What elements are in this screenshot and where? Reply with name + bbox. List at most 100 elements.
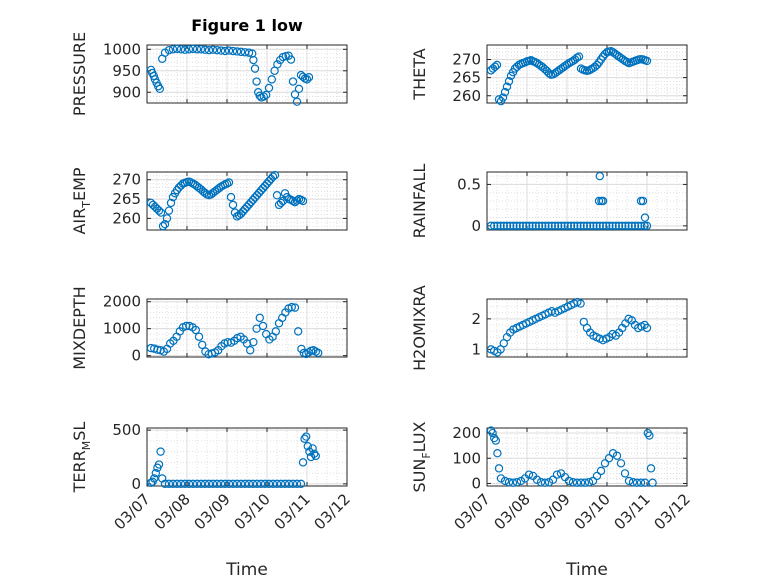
data-point: [504, 77, 514, 86]
data-point: [552, 470, 562, 479]
x-tick-label: 03/09: [191, 490, 234, 533]
data-point: [303, 442, 312, 451]
data-point: [493, 449, 502, 458]
data-point: [620, 469, 630, 478]
data-point: [572, 478, 582, 487]
y-tick-label: 900: [112, 83, 141, 101]
data-point: [298, 196, 308, 206]
data-point: [544, 221, 553, 231]
data-point: [550, 221, 560, 231]
data-point: [226, 192, 236, 202]
data-point: [522, 221, 531, 231]
y-axis-label: MIXDEPTH: [70, 286, 89, 369]
data-point: [304, 73, 314, 82]
data-point: [642, 221, 652, 231]
x-tick-label: 03/10: [231, 490, 274, 533]
axes-background: [486, 427, 688, 487]
data-point: [584, 478, 594, 487]
y-tick-label: 260: [452, 87, 481, 105]
data-point: [154, 460, 164, 469]
data-point: [544, 69, 554, 78]
data-point: [188, 44, 198, 54]
data-point: [180, 45, 190, 54]
x-tick-label: 03/11: [611, 490, 654, 533]
data-point: [554, 221, 563, 231]
data-point: [255, 313, 264, 323]
data-point: [534, 221, 544, 231]
y-axis-label-main: AIR: [70, 208, 89, 235]
data-point: [515, 221, 525, 231]
y-axis-label: H2OMIXRA: [410, 285, 429, 371]
data-point: [248, 479, 258, 489]
y-axis-label-main: TERR: [70, 450, 89, 493]
data-point: [570, 221, 579, 231]
rainfall-subplot: 0 0.5 RAINFALL: [410, 164, 688, 239]
axes-frame: [486, 44, 688, 104]
y-axis-label: PRESSURE: [70, 32, 89, 116]
data-point: [156, 447, 165, 456]
data-point: [268, 479, 278, 489]
data-point: [200, 479, 210, 489]
data-point: [192, 479, 202, 489]
data-point: [642, 323, 652, 333]
data-point: [228, 46, 238, 56]
data-point: [264, 479, 274, 489]
data-point: [247, 49, 257, 58]
data-point: [491, 436, 500, 445]
data-point: [621, 221, 630, 231]
data-point: [595, 221, 605, 231]
data-point: [314, 348, 323, 358]
x-tick-label: 03/09: [531, 490, 574, 533]
data-point: [194, 332, 204, 341]
data-point: [156, 208, 166, 217]
data-point: [611, 221, 621, 231]
data-point: [168, 45, 178, 54]
data-point: [154, 206, 164, 215]
y-axis-label: TERRMSL: [70, 422, 93, 494]
data-point: [228, 200, 238, 210]
data-point: [602, 221, 611, 231]
data-point: [264, 83, 274, 93]
data-point: [164, 45, 174, 55]
y-axis-label: RAINFALL: [410, 164, 429, 239]
data-point: [172, 44, 182, 54]
data-point: [280, 479, 290, 489]
data-point: [595, 171, 605, 181]
data-point: [582, 221, 592, 231]
data-point: [612, 451, 622, 460]
data-point: [627, 221, 637, 231]
data-point: [288, 196, 298, 206]
data-point: [525, 221, 534, 231]
data-point: [624, 221, 633, 231]
data-point: [508, 478, 518, 487]
data-point: [592, 60, 602, 70]
data-point: [250, 64, 260, 73]
data-point: [197, 340, 207, 350]
data-point: [600, 459, 610, 468]
data-point: [216, 479, 226, 489]
data-point: [596, 466, 606, 476]
data-point: [634, 221, 643, 231]
data-point: [259, 92, 268, 101]
axes-frame: [486, 298, 688, 358]
data-point: [557, 221, 566, 231]
data-point: [636, 478, 646, 487]
data-point: [563, 221, 573, 231]
data-point: [592, 471, 602, 481]
data-point: [528, 221, 537, 231]
y-tick-label: 0: [471, 217, 481, 235]
data-point: [252, 479, 262, 489]
data-point: [302, 432, 311, 441]
data-point: [184, 479, 194, 489]
data-point: [151, 468, 160, 478]
data-point: [498, 93, 508, 102]
axes-frame: [146, 427, 348, 487]
x-tick-label: 03/12: [311, 490, 354, 533]
data-point: [196, 45, 206, 54]
data-point: [204, 479, 214, 489]
data-point: [271, 327, 280, 336]
data-point: [228, 479, 238, 489]
data-point: [288, 479, 298, 489]
data-point: [267, 75, 276, 84]
data-point: [222, 179, 232, 188]
